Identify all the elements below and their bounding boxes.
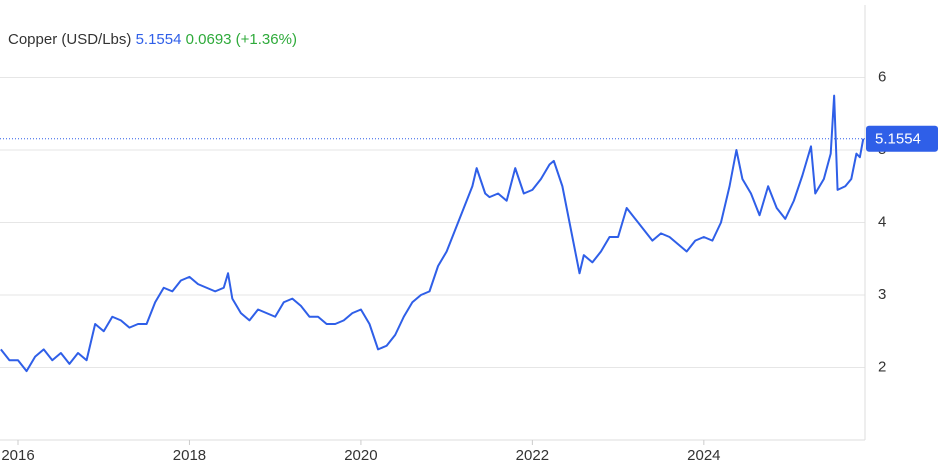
x-tick-label: 2022: [516, 447, 549, 464]
price-line: [0, 94, 865, 373]
chart-title: Copper (USD/Lbs): [8, 31, 131, 48]
y-tick-label: 6: [878, 68, 886, 85]
x-tick-label: 2016: [1, 447, 34, 464]
x-tick-label: 2020: [344, 447, 377, 464]
x-tick-label: 2024: [687, 447, 720, 464]
last-value: 5.1554: [136, 31, 182, 48]
y-tick-label: 2: [878, 358, 886, 375]
change: 0.0693 (+1.36%): [186, 31, 297, 48]
last-value-badge: [866, 125, 938, 152]
chart-header: Copper (USD/Lbs) 5.1554 0.0693 (+1.36%): [8, 31, 297, 48]
x-tick-label: 2018: [173, 447, 206, 464]
y-tick-label: 4: [878, 213, 886, 230]
last-value-label: 5.1554: [875, 131, 921, 148]
y-tick-label: 3: [878, 286, 886, 303]
